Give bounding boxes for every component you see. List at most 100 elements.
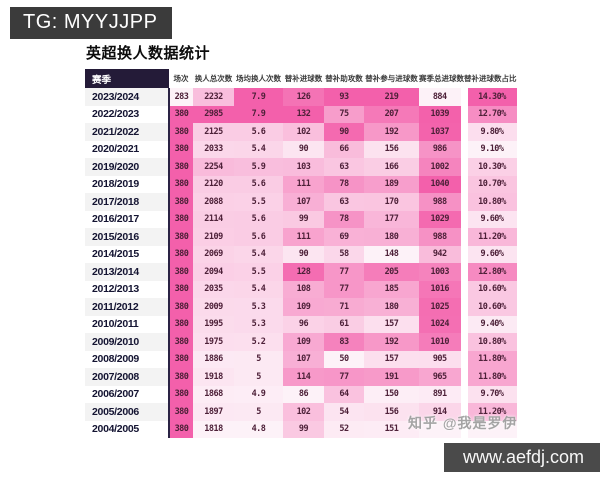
stat-column-header: 场次	[169, 69, 193, 88]
stat-cell: 380	[169, 315, 193, 333]
stat-cell: 9.10%	[460, 140, 517, 158]
zhihu-watermark: 知乎 @我是罗伊	[408, 415, 518, 431]
site-url-text: www.aefdj.com	[462, 447, 584, 467]
stat-cell: 52	[324, 420, 364, 438]
stat-cell: 2035	[193, 280, 234, 298]
stat-cell: 10.80%	[460, 333, 517, 351]
stat-cell: 380	[169, 228, 193, 246]
stat-cell: 5.4	[234, 140, 283, 158]
season-cell: 2013/2014	[85, 263, 170, 281]
stat-column-header: 替补进球数占比	[464, 69, 517, 88]
stat-cell: 63	[324, 158, 364, 176]
stat-cell: 64	[324, 385, 364, 403]
season-cell: 2021/2022	[85, 123, 170, 141]
stat-cell: 9.60%	[460, 245, 517, 263]
stat-cell: 5.4	[234, 280, 283, 298]
stat-cell: 102	[283, 123, 324, 141]
stat-cell: 5.3	[234, 298, 283, 316]
stat-cell: 986	[419, 140, 464, 158]
stat-cell: 2254	[193, 158, 234, 176]
stat-cell: 5.4	[234, 245, 283, 263]
season-cell: 2011/2012	[85, 298, 170, 316]
season-cell: 2015/2016	[85, 228, 170, 246]
stat-cell: 1975	[193, 333, 234, 351]
table-row: 2018/2019 380 2120 5.6 111 78 189 1040 10.70%	[85, 175, 517, 193]
stat-cell: 151	[364, 420, 419, 438]
stat-cell: 77	[324, 368, 364, 386]
stat-cell: 109	[283, 298, 324, 316]
stat-cell: 156	[364, 140, 419, 158]
season-cell: 2020/2021	[85, 140, 170, 158]
stat-cell: 380	[169, 420, 193, 438]
stat-cell: 93	[324, 88, 364, 106]
stat-cell: 4.8	[234, 420, 283, 438]
stat-cell: 1040	[419, 175, 464, 193]
season-cell: 2008/2009	[85, 350, 170, 368]
stat-cell: 914	[419, 403, 464, 421]
stat-cell: 7.9	[234, 105, 283, 123]
substitution-stats-table: 赛季 场次 换人总次数 场均换人次数 替补进球数 替补助攻数 替补参与进球数 赛季总进球数 替补…	[85, 69, 517, 438]
stat-cell: 380	[169, 210, 193, 228]
stat-cell: 1024	[419, 315, 464, 333]
stat-cell: 11.20%	[460, 403, 517, 421]
stat-cell: 5	[234, 403, 283, 421]
table-row: 2005/2006 380 1897 5 102 54 156 914 11.20%	[85, 403, 517, 421]
table-row: 2013/2014 380 2094 5.5 128 77 205 1003 12.80%	[85, 263, 517, 281]
stat-cell: 1818	[193, 420, 234, 438]
stat-cell: 148	[364, 245, 419, 263]
stat-cell: 54	[324, 403, 364, 421]
stat-cell: 5	[234, 368, 283, 386]
stat-cell: 103	[283, 158, 324, 176]
season-cell: 2007/2008	[85, 368, 170, 386]
season-cell: 2023/2024	[85, 88, 170, 106]
stat-cell: 1886	[193, 350, 234, 368]
stat-cell: 1918	[193, 368, 234, 386]
stat-cell: 1868	[193, 385, 234, 403]
stat-cell: 96	[283, 315, 324, 333]
stat-cell: 4.9	[234, 385, 283, 403]
stat-cell: 1039	[419, 105, 464, 123]
season-cell: 2019/2020	[85, 158, 170, 176]
stat-cell: 10.60%	[460, 298, 517, 316]
stat-cell: 207	[364, 105, 419, 123]
stat-cell: 1010	[419, 333, 464, 351]
stat-cell: 2120	[193, 175, 234, 193]
stat-cell: 114	[283, 368, 324, 386]
table-row: 2022/2023 380 2985 7.9 132 75 207 1039 12.70%	[85, 105, 517, 123]
stat-cell: 90	[324, 123, 364, 141]
stat-cell: 380	[169, 175, 193, 193]
stat-cell: 380	[169, 385, 193, 403]
table-row: 2023/2024 283 2232 7.9 126 93 219 884 14.30%	[85, 88, 517, 106]
table-row: 2021/2022 380 2125 5.6 102 90 192 1037 9.80%	[85, 123, 517, 141]
stat-cell: 884	[419, 88, 464, 106]
season-cell: 2017/2018	[85, 193, 170, 211]
stat-cell: 2125	[193, 123, 234, 141]
stat-cell: 102	[283, 403, 324, 421]
stat-cell: 380	[169, 263, 193, 281]
stat-cell: 50	[324, 350, 364, 368]
table-row: 2020/2021 380 2033 5.4 90 66 156 986 9.10%	[85, 140, 517, 158]
stat-cell: 1037	[419, 123, 464, 141]
table-row: 2012/2013 380 2035 5.4 108 77 185 1016 10.60%	[85, 280, 517, 298]
table-body: 2023/2024 283 2232 7.9 126 93 219 884 14.30% 2022…	[85, 88, 517, 438]
stat-cell: 2069	[193, 245, 234, 263]
stat-cell: 180	[364, 298, 419, 316]
stat-cell: 99	[283, 420, 324, 438]
stat-cell: 891	[419, 385, 464, 403]
stat-cell	[419, 420, 464, 438]
stat-cell: 10.60%	[460, 280, 517, 298]
table-row: 2011/2012 380 2009 5.3 109 71 180 1025 10.60%	[85, 298, 517, 316]
season-column-header: 赛季	[85, 69, 169, 88]
telegram-handle-badge: TG: MYYJJPP	[10, 7, 173, 39]
stat-cell: 69	[324, 228, 364, 246]
stat-cell	[460, 420, 517, 438]
stat-cell: 185	[364, 280, 419, 298]
stat-cell: 1897	[193, 403, 234, 421]
stat-cell: 380	[169, 333, 193, 351]
stat-cell: 1002	[419, 158, 464, 176]
stat-cell: 380	[169, 298, 193, 316]
stat-cell: 5.6	[234, 210, 283, 228]
stat-cell: 192	[364, 333, 419, 351]
stat-cell: 10.70%	[460, 175, 517, 193]
stat-cell: 192	[364, 123, 419, 141]
